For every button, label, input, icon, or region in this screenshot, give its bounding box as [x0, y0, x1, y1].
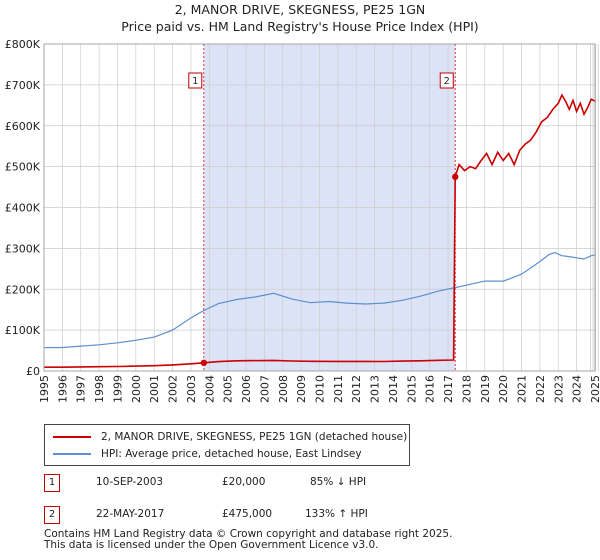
x-tick-label: 2025: [589, 375, 600, 403]
transaction-price: £475,000: [222, 508, 273, 520]
x-tick-label: 1996: [56, 375, 69, 403]
x-tick-label: 2018: [460, 375, 473, 403]
x-tick-label: 2019: [479, 375, 492, 403]
price-chart: 1 2 £0 £100K £200K £300K £400K £500K £600K £700K…: [5, 38, 600, 403]
legend-item-hpi: HPI: Average price, detached house, East…: [53, 446, 362, 462]
x-tick-label: 2020: [497, 375, 510, 403]
x-tick-label: 1997: [75, 375, 88, 403]
transaction-date: 10-SEP-2003: [96, 476, 164, 488]
transaction-label: 1: [192, 76, 198, 87]
plot-frame: [43, 43, 596, 372]
x-tick-label: 1995: [38, 375, 51, 403]
transaction-point: [452, 173, 459, 181]
y-tick-label: £400K: [5, 202, 41, 215]
x-tick-label: 2017: [442, 375, 455, 403]
x-tick-label: 2000: [130, 375, 143, 403]
x-tick-label: 2010: [314, 375, 327, 403]
x-tick-label: 2013: [369, 375, 382, 403]
x-tick-label: 2002: [167, 375, 180, 403]
y-tick-label: £300K: [5, 242, 41, 255]
transaction-price: £20,000: [222, 476, 266, 488]
transaction-label-box: [188, 72, 203, 89]
x-tick-label: 1998: [93, 375, 106, 403]
transaction-label-box: [439, 72, 454, 89]
x-tick-label: 2003: [185, 375, 198, 403]
x-tick-label: 2011: [332, 375, 345, 403]
x-tick-label: 2021: [516, 375, 529, 403]
transaction-label: 2: [444, 76, 450, 87]
y-tick-label: £800K: [5, 38, 41, 51]
transaction-hpi-diff: 85% ↓ HPI: [310, 476, 367, 488]
x-tick-label: 2007: [258, 375, 271, 403]
property-price-line: [44, 93, 596, 368]
y-tick-label: £200K: [5, 283, 41, 296]
transaction-hpi-diff: 133% ↑ HPI: [305, 508, 368, 520]
y-tick-label: £0: [26, 365, 40, 378]
x-tick-label: 2008: [277, 375, 290, 403]
x-tick-label: 2023: [552, 375, 565, 403]
x-tick-label: 2009: [295, 375, 308, 403]
footer-notice: Contains HM Land Registry data © Crown c…: [44, 529, 452, 551]
legend-property-swatch: [53, 436, 91, 438]
transaction-date: 22-MAY-2017: [96, 508, 165, 520]
y-tick-label: £500K: [5, 161, 41, 174]
x-tick-label: 2014: [387, 375, 400, 403]
x-tick-label: 2016: [424, 375, 437, 403]
x-tick-label: 2022: [534, 375, 547, 403]
y-tick-label: £700K: [5, 79, 41, 92]
legend-property-label: 2, MANOR DRIVE, SKEGNESS, PE25 1GN (deta…: [101, 431, 408, 443]
y-tick-label: £100K: [5, 324, 41, 337]
x-tick-label: 2024: [571, 375, 584, 403]
x-tick-label: 1999: [111, 375, 124, 403]
x-tick-label: 2015: [405, 375, 418, 403]
x-tick-label: 2012: [350, 375, 363, 403]
x-tick-label: 2004: [203, 375, 216, 403]
transaction-badge: 2: [44, 506, 60, 524]
legend-hpi-label: HPI: Average price, detached house, East…: [101, 448, 362, 460]
legend-hpi-swatch: [53, 453, 91, 455]
x-tick-label: 2006: [240, 375, 253, 403]
transaction-point: [200, 359, 207, 367]
x-tick-label: 2005: [222, 375, 235, 403]
chart-subtitle: Price paid vs. HM Land Registry's House …: [121, 19, 479, 34]
chart-legend: 2, MANOR DRIVE, SKEGNESS, PE25 1GN (deta…: [44, 424, 410, 466]
legend-item-property: 2, MANOR DRIVE, SKEGNESS, PE25 1GN (deta…: [53, 429, 407, 445]
x-tick-label: 2001: [148, 375, 161, 403]
transaction-badge: 1: [44, 474, 60, 492]
footer-line-1: Contains HM Land Registry data © Crown c…: [44, 528, 453, 540]
hpi-line: [43, 251, 596, 349]
footer-line-2: This data is licensed under the Open Gov…: [44, 539, 379, 551]
chart-title: 2, MANOR DRIVE, SKEGNESS, PE25 1GN: [174, 2, 426, 17]
y-tick-label: £600K: [5, 120, 41, 133]
